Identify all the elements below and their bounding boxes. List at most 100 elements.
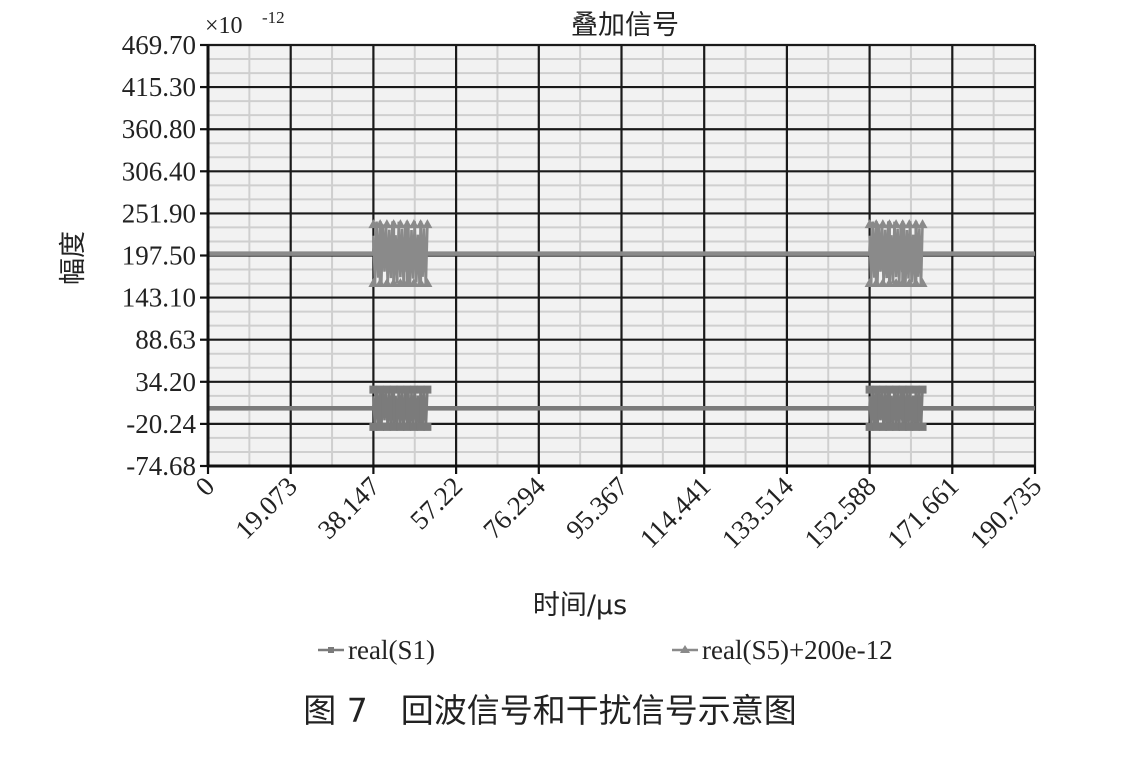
square-marker xyxy=(865,422,874,431)
square-marker xyxy=(892,422,901,431)
signal-burst xyxy=(864,219,928,288)
triangle-marker xyxy=(884,278,895,288)
triangle-marker xyxy=(917,278,928,288)
triangle-marker xyxy=(381,278,392,288)
square-marker xyxy=(885,422,894,431)
triangle-marker xyxy=(415,278,426,288)
triangle-marker xyxy=(368,219,379,229)
triangle-marker xyxy=(877,219,888,229)
x-axis-label: 时间/μs xyxy=(533,590,627,621)
square-marker xyxy=(389,422,398,431)
legend-label: real(S5)+200e-12 xyxy=(702,635,893,665)
x-tick-label: 38.147 xyxy=(312,471,386,545)
chart-title: 叠加信号 xyxy=(571,10,679,41)
triangle-marker xyxy=(375,278,386,288)
signal-burst xyxy=(369,385,432,431)
x-tick-label: 171.661 xyxy=(881,471,964,554)
triangle-marker xyxy=(871,278,882,288)
square-marker xyxy=(423,385,432,394)
square-marker xyxy=(885,385,894,394)
x-tick-label: 95.367 xyxy=(560,471,634,545)
y-tick-label: 360.80 xyxy=(122,114,196,144)
x-tick-label: 76.294 xyxy=(477,471,551,545)
legend-item: real(S5)+200e-12 xyxy=(672,635,893,665)
square-marker xyxy=(905,385,914,394)
triangle-marker xyxy=(877,278,888,288)
square-marker xyxy=(369,422,378,431)
square-marker xyxy=(878,385,887,394)
series-layer xyxy=(208,219,1035,431)
square-marker xyxy=(911,422,920,431)
square-marker xyxy=(403,422,412,431)
square-marker xyxy=(898,385,907,394)
square-marker xyxy=(892,385,901,394)
triangle-marker xyxy=(422,219,433,229)
x-tick-label: 19.073 xyxy=(229,471,303,545)
y-tick-label: 197.50 xyxy=(122,241,196,271)
triangle-marker xyxy=(864,219,875,229)
figure-caption: 图 7 回波信号和干扰信号示意图 xyxy=(303,691,797,730)
signal-burst xyxy=(865,385,927,431)
legend-square-marker xyxy=(328,647,334,653)
triangle-marker xyxy=(402,219,413,229)
triangle-marker xyxy=(415,219,426,229)
triangle-marker xyxy=(388,278,399,288)
series-s5 xyxy=(208,219,1035,288)
series-s1 xyxy=(208,385,1035,431)
triangle-marker xyxy=(408,278,419,288)
triangle-marker xyxy=(910,219,921,229)
legend-triangle-marker xyxy=(680,645,690,653)
y-multiplier: ×10 -12 xyxy=(205,8,285,39)
triangle-marker xyxy=(368,278,379,288)
burst-waveform xyxy=(868,221,924,286)
y-tick-label: 469.70 xyxy=(122,30,196,60)
square-marker xyxy=(396,385,405,394)
x-tick-labels: 0 19.073 38.147 57.22 76.294 95.367 114.441 133… xyxy=(189,471,1047,555)
square-marker xyxy=(865,385,874,394)
x-tick-label: 0 xyxy=(189,471,220,502)
square-marker xyxy=(898,422,907,431)
y-multiplier-exponent: -12 xyxy=(262,8,285,27)
square-marker xyxy=(878,422,887,431)
triangle-marker xyxy=(375,219,386,229)
y-tick-label: 306.40 xyxy=(122,156,196,186)
legend-label: real(S1) xyxy=(348,635,435,665)
triangle-marker xyxy=(904,219,915,229)
x-tick-label: 114.441 xyxy=(634,471,717,554)
triangle-marker xyxy=(422,278,433,288)
square-marker xyxy=(872,385,881,394)
triangle-marker xyxy=(395,278,406,288)
square-marker xyxy=(918,422,927,431)
burst-waveform xyxy=(372,221,429,286)
x-tick-label: 57.22 xyxy=(404,471,468,535)
y-tick-label: -74.68 xyxy=(126,451,196,481)
y-tick-label: 251.90 xyxy=(122,198,196,228)
triangle-marker xyxy=(871,219,882,229)
triangle-marker xyxy=(904,278,915,288)
signal-burst xyxy=(368,219,433,288)
y-tick-label: 415.30 xyxy=(122,72,196,102)
triangle-marker xyxy=(864,278,875,288)
square-marker xyxy=(905,422,914,431)
triangle-marker xyxy=(884,219,895,229)
square-marker xyxy=(382,385,391,394)
square-marker xyxy=(382,422,391,431)
square-marker xyxy=(416,422,425,431)
triangle-marker xyxy=(381,219,392,229)
y-tick-label: 88.63 xyxy=(135,325,196,355)
triangle-marker xyxy=(408,219,419,229)
square-marker xyxy=(376,385,385,394)
triangle-marker xyxy=(395,219,406,229)
square-marker xyxy=(409,385,418,394)
y-axis-label: 幅度 xyxy=(58,231,89,285)
triangle-marker xyxy=(891,278,902,288)
square-marker xyxy=(389,385,398,394)
triangle-marker xyxy=(917,219,928,229)
x-tick-label: 152.588 xyxy=(799,471,882,554)
triangle-marker xyxy=(388,219,399,229)
y-tick-label: 34.20 xyxy=(135,367,196,397)
y-tick-labels: 469.70 415.30 360.80 306.40 251.90 197.50 143.… xyxy=(122,30,197,481)
square-marker xyxy=(911,385,920,394)
legend-item: real(S1) xyxy=(318,635,435,665)
square-marker xyxy=(918,385,927,394)
